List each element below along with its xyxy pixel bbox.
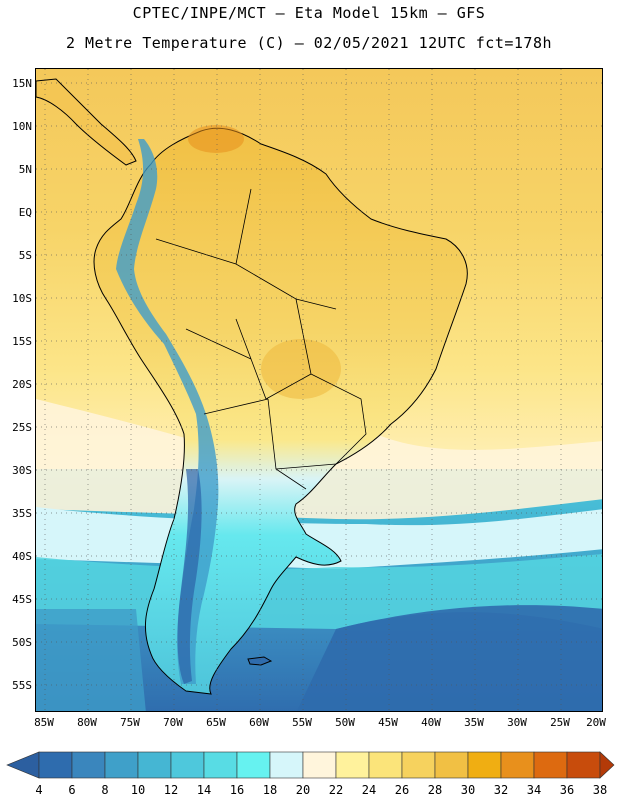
lat-label: 5S bbox=[18, 249, 32, 262]
lat-label: EQ bbox=[18, 206, 32, 219]
lat-label: 15N bbox=[12, 77, 32, 90]
colorbar-swatch bbox=[500, 751, 535, 779]
lat-label: 5N bbox=[18, 163, 32, 176]
lon-label: 40W bbox=[421, 716, 441, 729]
lat-label: 35S bbox=[12, 507, 32, 520]
colorbar-under-arrow bbox=[6, 751, 40, 779]
color-bar bbox=[6, 751, 615, 779]
lon-label: 20W bbox=[586, 716, 606, 729]
lon-label: 85W bbox=[34, 716, 54, 729]
temperature-map bbox=[35, 68, 603, 712]
colorbar-label: 12 bbox=[163, 783, 179, 797]
lon-label: 25W bbox=[550, 716, 570, 729]
colorbar-swatch bbox=[170, 751, 205, 779]
ocean-band-west bbox=[36, 609, 146, 711]
lat-label: 50S bbox=[12, 636, 32, 649]
colorbar-swatch bbox=[533, 751, 568, 779]
colorbar-swatch bbox=[203, 751, 238, 779]
colorbar-label: 16 bbox=[229, 783, 245, 797]
colorbar-swatch bbox=[368, 751, 403, 779]
colorbar-swatch bbox=[302, 751, 337, 779]
colorbar-swatch bbox=[401, 751, 436, 779]
lon-label: 70W bbox=[163, 716, 183, 729]
lat-label: 55S bbox=[12, 679, 32, 692]
lon-label: 50W bbox=[335, 716, 355, 729]
colorbar-over-arrow bbox=[599, 751, 615, 779]
map-canvas bbox=[36, 69, 602, 711]
colorbar-swatch bbox=[137, 751, 172, 779]
lon-label: 75W bbox=[120, 716, 140, 729]
colorbar-swatch bbox=[104, 751, 139, 779]
map-subtitle: 2 Metre Temperature (C) – 02/05/2021 12U… bbox=[65, 34, 553, 52]
colorbar-swatch bbox=[38, 751, 73, 779]
falkland-islands bbox=[247, 656, 273, 666]
lon-label: 30W bbox=[507, 716, 527, 729]
lat-label: 15S bbox=[12, 335, 32, 348]
lon-label: 55W bbox=[292, 716, 312, 729]
lat-label: 40S bbox=[12, 550, 32, 563]
colorbar-swatch bbox=[71, 751, 106, 779]
colorbar-label: 18 bbox=[262, 783, 278, 797]
colorbar-label: 4 bbox=[35, 783, 43, 797]
central-america-land bbox=[36, 78, 137, 166]
map-title: CPTEC/INPE/MCT – Eta Model 15km – GFS bbox=[132, 4, 486, 22]
ocean-band-cold bbox=[296, 605, 602, 711]
colorbar-label: 8 bbox=[101, 783, 109, 797]
andes-cold-core bbox=[177, 469, 202, 684]
colorbar-label: 10 bbox=[130, 783, 146, 797]
colorbar-swatch bbox=[434, 751, 469, 779]
lat-label: 30S bbox=[12, 464, 32, 477]
colorbar-label: 6 bbox=[68, 783, 76, 797]
colorbar-label: 36 bbox=[559, 783, 575, 797]
lat-label: 20S bbox=[12, 378, 32, 391]
colorbar-label: 20 bbox=[295, 783, 311, 797]
colorbar-label: 32 bbox=[493, 783, 509, 797]
lon-label: 45W bbox=[378, 716, 398, 729]
lat-label: 10N bbox=[12, 120, 32, 133]
lon-label: 35W bbox=[464, 716, 484, 729]
colorbar-label: 28 bbox=[427, 783, 443, 797]
country-borders bbox=[155, 188, 367, 490]
colorbar-swatch bbox=[467, 751, 502, 779]
lat-label: 45S bbox=[12, 593, 32, 606]
lat-label: 25S bbox=[12, 421, 32, 434]
lon-label: 60W bbox=[249, 716, 269, 729]
warm-spot-interior bbox=[261, 339, 341, 399]
lat-label: 10S bbox=[12, 292, 32, 305]
colorbar-label: 26 bbox=[394, 783, 410, 797]
colorbar-label: 22 bbox=[328, 783, 344, 797]
colorbar-swatch bbox=[236, 751, 271, 779]
colorbar-label: 30 bbox=[460, 783, 476, 797]
colorbar-label: 14 bbox=[196, 783, 212, 797]
colorbar-swatch bbox=[269, 751, 304, 779]
colorbar-label: 38 bbox=[592, 783, 608, 797]
colorbar-label: 24 bbox=[361, 783, 377, 797]
colorbar-swatch bbox=[335, 751, 370, 779]
colorbar-label: 34 bbox=[526, 783, 542, 797]
lon-label: 80W bbox=[77, 716, 97, 729]
warm-spot-north bbox=[188, 125, 244, 153]
colorbar-swatch bbox=[566, 751, 601, 779]
lon-label: 65W bbox=[206, 716, 226, 729]
